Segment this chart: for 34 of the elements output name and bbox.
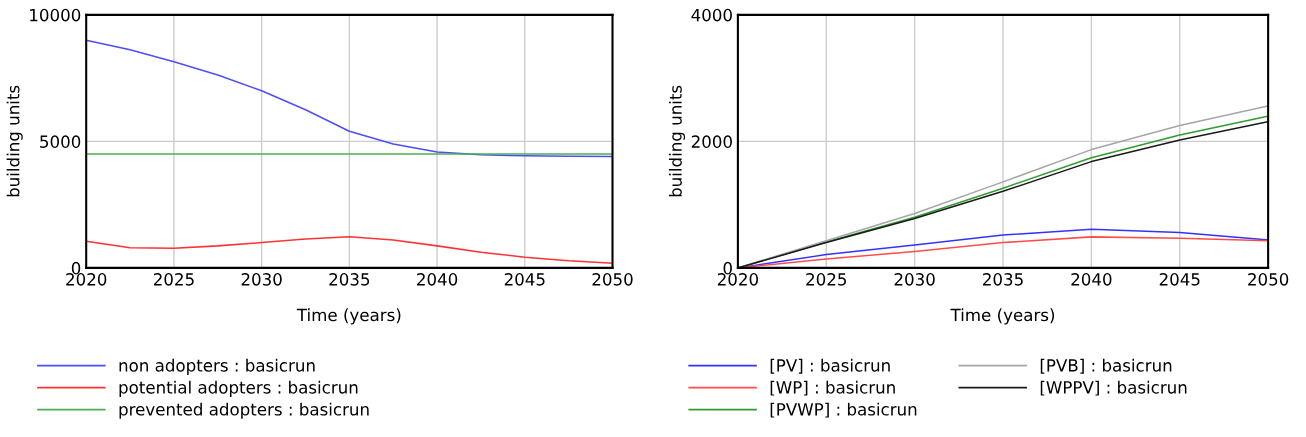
x-axis-title: Time (years): [950, 308, 1055, 325]
y-tick-label: 0: [71, 261, 81, 275]
legend-label: [PVB] : basicrun: [1040, 358, 1172, 374]
y-tick-label: 4000: [691, 8, 732, 22]
legend-label: potential adopters : basicrun: [119, 380, 358, 397]
x-tick-label: 2020: [66, 273, 107, 286]
y-tick-label: 2000: [691, 135, 732, 148]
legend-label: prevented adopters : basicrun: [119, 402, 369, 419]
x-tick-label: 2045: [504, 273, 545, 286]
y-tick-label: 10000: [30, 8, 81, 22]
legend-label: [WP] : basicrun: [770, 380, 895, 396]
line-series: [86, 235, 613, 265]
x-tick-label: 2025: [153, 273, 194, 286]
y-tick-label: 5000: [40, 135, 81, 148]
legend-label: [PVWP] : basicrun: [770, 402, 917, 418]
x-tick-label: 2050: [1248, 273, 1289, 286]
legend-label: non adopters : basicrun: [119, 358, 315, 375]
y-tick-label: 0: [723, 261, 732, 275]
x-tick-label: 2025: [806, 273, 847, 286]
x-tick-label: 2040: [417, 273, 458, 286]
x-tick-label: 2020: [717, 273, 758, 286]
x-tick-label: 2040: [1071, 273, 1112, 286]
line-series: [86, 39, 613, 158]
y-axis-title: building units: [6, 85, 23, 197]
x-tick-label: 2035: [983, 273, 1023, 286]
y-axis-title: building units: [668, 85, 686, 197]
x-tick-label: 2035: [329, 273, 370, 286]
x-tick-label: 2045: [1159, 273, 1200, 286]
x-tick-label: 2050: [592, 273, 633, 286]
legend-label: [PV] : basicrun: [770, 358, 890, 374]
x-tick-label: 2030: [241, 273, 282, 286]
x-tick-label: 2030: [894, 273, 935, 286]
x-axis-title: Time (years): [296, 308, 401, 325]
legend-label: [WPPV] : basicrun: [1040, 380, 1187, 396]
